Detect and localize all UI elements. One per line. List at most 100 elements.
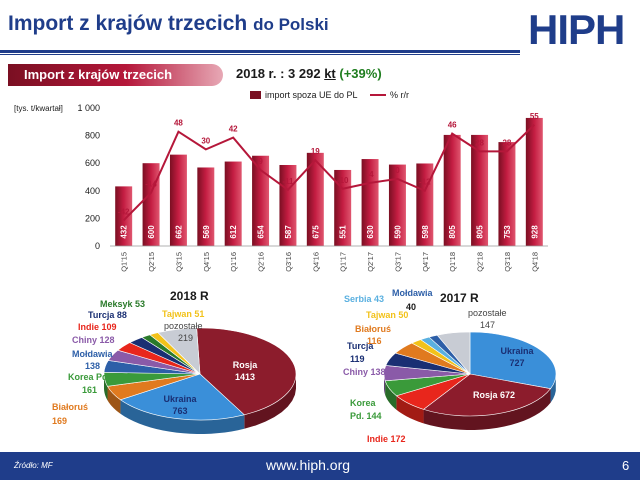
footer-bar: Źródło: MF www.hiph.org 6 (0, 452, 640, 480)
slide-title-main: Import z krajów trzecich (8, 12, 248, 35)
pie-2018-label-ukraina: Ukraina (163, 394, 197, 404)
bar (525, 117, 543, 246)
pie-2018-label-indie: Indie 109 (78, 322, 117, 332)
pie-2018-slice (119, 373, 245, 421)
x-tick-label: Q1'16 (229, 252, 238, 272)
quarterly-import-chart: 0 200 400 600 800 1 000 import spoza UE do PL%… (77, 90, 548, 272)
pie-2017-slice-side (396, 395, 424, 424)
pie-2017-slice-side (550, 376, 556, 403)
section-banner: Import z krajów trzecich (8, 64, 223, 86)
pie-2018-slice-side (120, 399, 245, 434)
pie-2018-value-korea: 161 (82, 385, 97, 395)
pie-2018-label-pozostale: pozostałe (164, 321, 203, 331)
y-tick-label: 0 (95, 241, 100, 251)
yoy-value-label: 42 (229, 125, 238, 134)
x-tick-label: Q4'17 (421, 252, 430, 272)
bar (252, 155, 270, 246)
yoy-value-label: 19 (311, 147, 320, 156)
pie-2017-label-pozostale: pozostałe (468, 308, 507, 318)
pie-2017-value-korea: Pd. 144 (350, 411, 382, 421)
pie-2017-title: 2017 R (440, 291, 479, 305)
bar-value-label: 675 (311, 225, 320, 239)
pie-2017-slice (436, 331, 471, 375)
bar-value-label: 569 (202, 225, 211, 239)
pie-2018-label-rosja: Rosja (233, 360, 259, 370)
pie-2017-slice-side (385, 380, 397, 410)
bar (197, 167, 215, 246)
bar (334, 169, 352, 246)
pie-2018-slice (157, 327, 201, 375)
title-divider-thin (0, 54, 520, 55)
page-number: 6 (622, 458, 630, 473)
bar (361, 159, 379, 246)
hiph-logo: HIPH (528, 6, 625, 53)
legend-swatch-bars (250, 91, 261, 99)
pie-2018-value-moldawia: 138 (85, 361, 100, 371)
pie-2018-slice-side (244, 374, 296, 429)
pie-2017-label-chiny: Chiny 138 (343, 367, 386, 377)
y-tick-label: 400 (85, 186, 100, 196)
bar (388, 164, 406, 246)
pie-2017-label-indie: Indie 172 (367, 434, 406, 444)
yoy-value-label: -12 (419, 178, 431, 187)
bar-value-label: 432 (120, 225, 129, 239)
bar (169, 154, 187, 246)
bar-value-label: 600 (147, 225, 156, 239)
yoy-value-label: 30 (201, 136, 210, 145)
bar (443, 134, 461, 246)
x-tick-label: Q1'17 (339, 252, 348, 272)
pie-2018-value-rosja: 1413 (235, 372, 255, 382)
pie-2018-label-tajwan: Tajwan 51 (162, 309, 204, 319)
pie-2018-value-ukraina: 763 (172, 406, 187, 416)
footer-url-link[interactable]: www.hiph.org (266, 457, 351, 473)
country-share-pies: 2018 R Rosja 1413 Ukraina 763 Białoruś 169 Kore… (52, 288, 557, 444)
bar-value-label: 654 (257, 225, 266, 239)
yoy-value-label: -42 (118, 207, 130, 216)
yoy-value-label: 9 (258, 157, 263, 166)
pie-2017-label-serbia: Serbia 43 (344, 294, 384, 304)
pie-2017-label-korea: Korea (350, 398, 377, 408)
slide-title: Import z krajów trzecich do Polski (8, 12, 329, 36)
yoy-value-label: -11 (282, 177, 294, 186)
bar (498, 142, 516, 246)
bar-value-label: 590 (393, 225, 402, 239)
pie-2017-slice-side (423, 388, 551, 430)
legend-label-line: % r/r (390, 90, 409, 100)
bar-value-label: 630 (366, 225, 375, 239)
x-tick-label: Q3'17 (393, 252, 402, 272)
x-tick-label: Q1'15 (120, 252, 129, 272)
headline-unit: kt (324, 66, 336, 81)
pie-2017-slice-side (384, 374, 386, 395)
pie-2017-label-moldawia: Mołdawia (392, 288, 433, 298)
yoy-value-label: 28 (475, 138, 484, 147)
footer-source: Źródło: MF (14, 461, 53, 470)
x-tick-label: Q3'15 (174, 252, 183, 272)
x-tick-label: Q3'18 (503, 252, 512, 272)
pie-2018-title: 2018 R (170, 289, 209, 303)
yoy-value-label: -14 (145, 180, 157, 189)
yoy-value-label: 46 (448, 121, 457, 130)
bar-value-label: 753 (503, 225, 512, 239)
y-tick-label: 800 (85, 131, 100, 141)
y-tick-label: 200 (85, 213, 100, 223)
bar-value-label: 805 (476, 225, 485, 239)
pie-2018-slice (196, 327, 297, 416)
headline-total: 2018 r. : 3 292 kt (+39%) (236, 66, 382, 81)
pie-2017-value-turcja: 119 (350, 354, 365, 364)
bar-value-label: 587 (284, 225, 293, 239)
pie-2017-slice (469, 331, 557, 390)
pie-2018-value-pozostale: 219 (178, 333, 193, 343)
pie-2017-label-turcja: Turcja (347, 341, 374, 351)
pie-2017-value-moldawia: 40 (406, 302, 416, 312)
yoy-value-label: -4 (367, 170, 375, 179)
pie-2017-label-ukraina: Ukraina (500, 346, 534, 356)
y-axis-unit-label: [tys. t/kwartał] (14, 104, 63, 113)
pie-2018-slice-side (107, 386, 121, 414)
headline-year-text: 2018 r. : 3 292 (236, 66, 321, 81)
headline-change: (+39%) (339, 66, 382, 81)
pie-2017-label-rosja: Rosja 672 (473, 390, 515, 400)
bar-value-label: 551 (339, 225, 348, 239)
pie-2018-label-moldawia: Mołdawia (72, 349, 113, 359)
pie-2018-label-bialorus: Białoruś (52, 402, 88, 412)
banner-label: Import z krajów trzecich (24, 67, 173, 82)
